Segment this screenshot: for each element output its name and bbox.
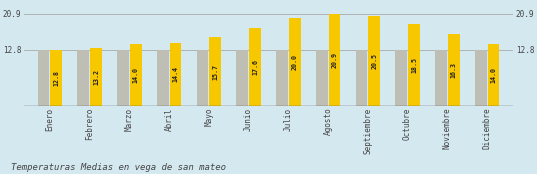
Bar — [355, 50, 367, 106]
Text: 16.3: 16.3 — [451, 62, 457, 78]
Bar — [276, 50, 288, 106]
Text: 20.0: 20.0 — [292, 54, 297, 70]
Text: 13.2: 13.2 — [93, 69, 99, 85]
Bar — [90, 48, 102, 106]
Text: 20.9: 20.9 — [331, 52, 337, 68]
Bar — [236, 50, 248, 106]
Bar — [50, 50, 62, 106]
Text: 15.7: 15.7 — [212, 64, 218, 80]
Bar — [130, 44, 142, 106]
Text: 12.8: 12.8 — [53, 70, 59, 86]
Bar — [475, 50, 487, 106]
Bar — [329, 14, 340, 106]
Bar — [395, 50, 407, 106]
Bar — [38, 50, 49, 106]
Text: 18.5: 18.5 — [411, 57, 417, 73]
Bar — [289, 18, 301, 106]
Bar — [448, 34, 460, 106]
Text: 14.4: 14.4 — [172, 66, 178, 82]
Bar — [157, 50, 169, 106]
Text: 17.6: 17.6 — [252, 59, 258, 75]
Bar — [435, 50, 447, 106]
Bar — [117, 50, 129, 106]
Bar — [170, 43, 182, 106]
Bar — [368, 16, 380, 106]
Bar — [316, 50, 328, 106]
Text: 20.5: 20.5 — [371, 53, 377, 69]
Text: Temperaturas Medias en vega de san mateo: Temperaturas Medias en vega de san mateo — [11, 163, 226, 172]
Text: 14.0: 14.0 — [490, 67, 497, 83]
Bar — [77, 50, 89, 106]
Bar — [488, 44, 499, 106]
Bar — [209, 37, 221, 106]
Bar — [249, 28, 261, 106]
Bar — [197, 50, 208, 106]
Text: 14.0: 14.0 — [133, 67, 139, 83]
Bar — [408, 25, 420, 106]
